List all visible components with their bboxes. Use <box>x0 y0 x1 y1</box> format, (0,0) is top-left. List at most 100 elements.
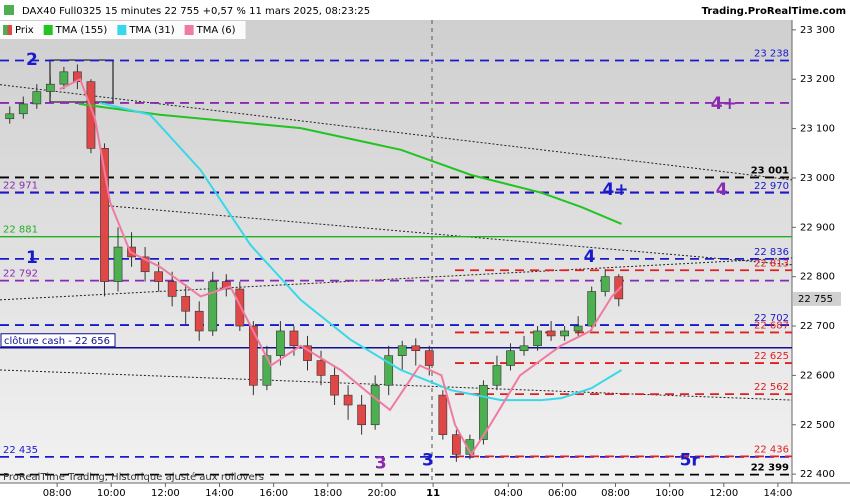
level-label: 22 702 <box>754 313 789 324</box>
x-tick-label: 10:00 <box>655 488 684 499</box>
level-label: 22 436 <box>754 444 789 455</box>
x-tick-label: 10:00 <box>97 488 126 499</box>
plot <box>0 59 792 476</box>
last-price-label: 22 755 <box>798 294 833 305</box>
candle-body <box>113 246 123 282</box>
level-label: 22 881 <box>3 225 38 236</box>
annotation: 3 <box>375 453 387 473</box>
candle-body <box>18 103 28 115</box>
candle-body <box>140 256 150 273</box>
candle-body <box>276 330 285 356</box>
level-label: 23 238 <box>754 48 789 59</box>
ma-line <box>78 102 622 225</box>
trendline <box>0 369 792 401</box>
legend-swatch <box>7 25 12 35</box>
candle-body <box>546 330 556 337</box>
annotation: 4+ <box>711 94 737 114</box>
level-label: 22 971 <box>3 180 38 191</box>
candle-body <box>262 355 272 386</box>
candle-body <box>600 276 610 292</box>
candle-body <box>86 81 96 149</box>
header-bar <box>0 0 850 20</box>
ma-line <box>99 101 623 402</box>
level-label: 22 562 <box>754 382 789 393</box>
x-tick-label: 20:00 <box>368 488 397 499</box>
candle-body <box>343 394 353 406</box>
source: Trading.ProRealTime.com <box>702 6 846 17</box>
level-label: 22 687 <box>754 320 789 331</box>
annotation: 3 <box>422 450 434 470</box>
level-label: 22 792 <box>3 269 38 280</box>
level-label: 22 435 <box>3 445 38 456</box>
x-tick-label: 14:00 <box>205 488 234 499</box>
y-tick-label: 23 200 <box>800 74 835 85</box>
legend-swatch <box>184 25 194 35</box>
candle-body <box>424 350 434 366</box>
annotation: 2 <box>26 50 38 70</box>
candle-body <box>438 394 448 435</box>
annotation: 4 <box>584 247 596 267</box>
candle-body <box>330 375 339 396</box>
candle-body <box>32 91 42 105</box>
candle-body <box>100 148 109 282</box>
candle-body <box>506 350 515 366</box>
x-tick-label: 04:00 <box>494 488 523 499</box>
level-label: 22 970 <box>754 181 789 192</box>
legend-label: TMA (31) <box>128 25 174 36</box>
candle-body <box>573 325 583 332</box>
icon <box>4 5 14 15</box>
legend-label: Prix <box>15 25 34 36</box>
level-label: 22 836 <box>754 247 789 258</box>
candle-body <box>357 404 366 426</box>
candle-body <box>397 345 407 356</box>
candle-body <box>289 330 299 347</box>
x-tick-label: 12:00 <box>151 488 180 499</box>
footer: ProRealTime Trading, Historique ajusté a… <box>3 471 264 483</box>
trendline <box>0 257 792 301</box>
candle-body <box>45 83 55 92</box>
ma-line <box>59 77 623 457</box>
x-tick-label: 08:00 <box>601 488 630 499</box>
legend: Prix TMA (155) TMA (31) TMA (6) <box>0 21 246 39</box>
level-label-box <box>0 333 116 348</box>
candle-body <box>73 71 82 83</box>
x-tick-label: 06:00 <box>548 488 577 499</box>
legend-swatch <box>43 25 53 35</box>
candle-body <box>370 384 380 426</box>
level-label: clôture cash - 22 656 <box>4 335 110 347</box>
candle-body <box>411 345 421 352</box>
candle-body <box>452 434 461 455</box>
candle-body <box>5 113 15 120</box>
candle-body <box>194 310 204 332</box>
x-tick-label: 12:00 <box>709 488 738 499</box>
annotation: 1 <box>26 248 38 268</box>
y-tick-label: 23 000 <box>800 173 835 184</box>
candle-body <box>492 365 502 386</box>
legend-label: TMA (6) <box>196 25 236 36</box>
annotation: 5r <box>680 450 701 470</box>
x-tick-label: 08:00 <box>43 488 72 499</box>
candle-body <box>221 281 231 290</box>
candle-body <box>587 291 597 327</box>
y-tick-label: 22 400 <box>800 469 835 480</box>
trendline <box>0 84 792 181</box>
last-price-box <box>793 291 841 306</box>
y-tick-label: 22 700 <box>800 321 835 332</box>
candle-body <box>181 296 191 312</box>
level-label: 23 001 <box>751 165 789 176</box>
candle-body <box>167 281 177 297</box>
y-tick-label: 22 500 <box>800 420 835 431</box>
legend-swatch <box>117 25 127 35</box>
level-label: 22 399 <box>751 463 789 474</box>
candle-body <box>235 288 245 327</box>
level-label: 22 813 <box>754 258 789 269</box>
legend-label: TMA (155) <box>55 25 108 36</box>
annotation: 4 <box>716 180 728 200</box>
y-tick-label: 22 800 <box>800 272 835 283</box>
candle-body <box>208 281 218 332</box>
candle-body <box>248 325 258 386</box>
candle-body <box>384 355 394 386</box>
x-tick-label: 14:00 <box>764 488 793 499</box>
candle-body <box>519 345 529 352</box>
